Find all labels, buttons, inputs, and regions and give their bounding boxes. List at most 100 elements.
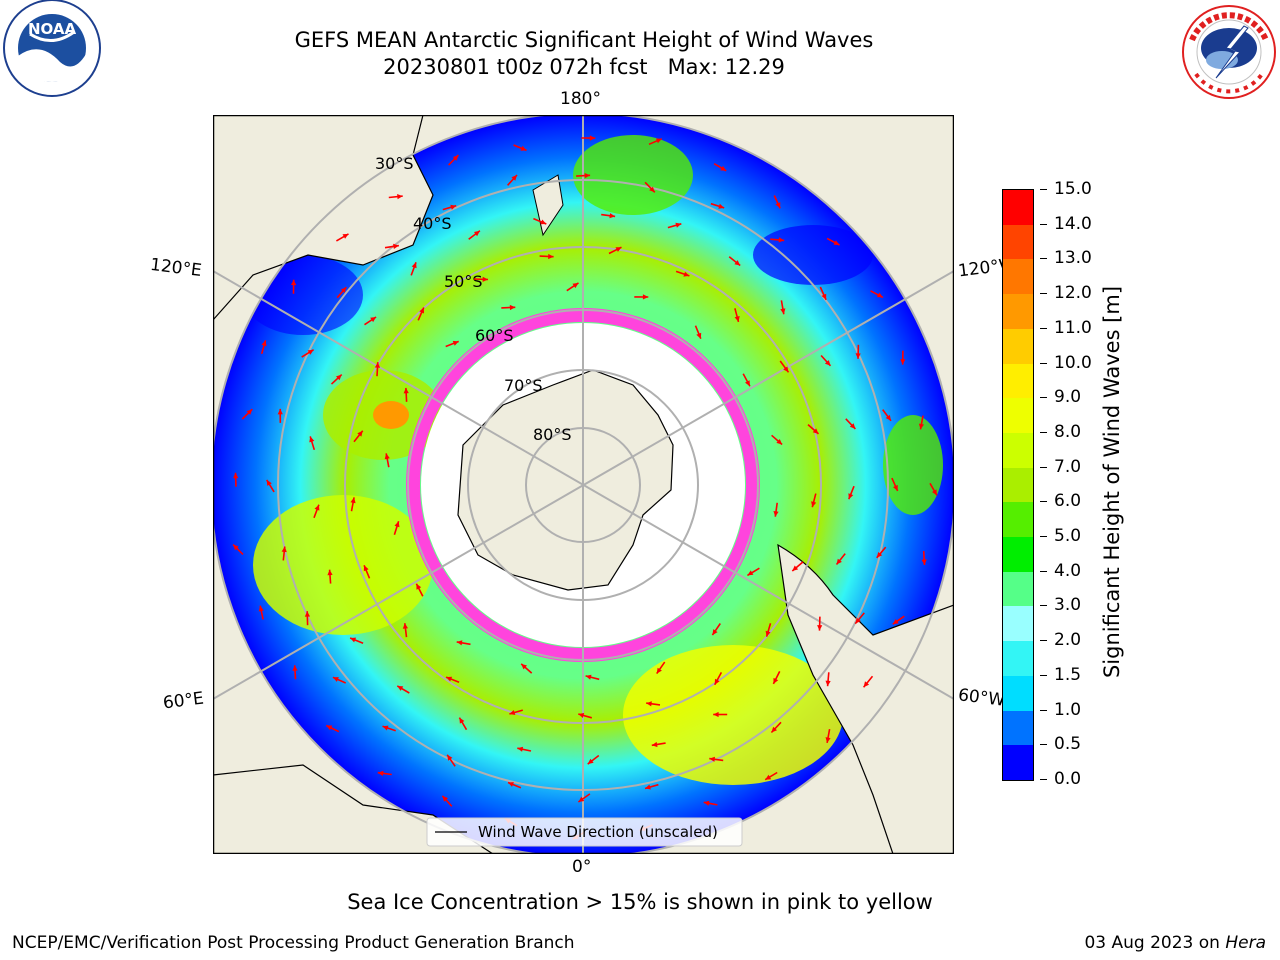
wave-direction-arrow — [746, 567, 760, 577]
wave-direction-arrow — [772, 671, 781, 685]
lat-label-70s: 70°S — [504, 376, 543, 395]
wave-direction-arrow — [811, 493, 817, 508]
colorbar-tick-label: 2.0 — [1039, 630, 1082, 651]
colorbar-segment — [1003, 641, 1033, 676]
colorbar-tick-label: 0.0 — [1039, 769, 1082, 789]
wave-direction-arrow — [468, 230, 481, 240]
colorbar-tick-label: 11.0 — [1040, 317, 1092, 338]
wave-direction-arrow — [675, 270, 690, 277]
wave-direction-arrow — [332, 676, 347, 684]
lat-label-30s: 30°S — [375, 154, 414, 173]
wave-direction-arrow — [770, 237, 785, 243]
wave-patch — [883, 415, 943, 515]
wave-direction-arrow — [363, 564, 371, 579]
colorbar-tick-label: 4.0 — [1039, 560, 1082, 581]
wave-direction-arrow — [266, 479, 275, 493]
wave-direction-arrow — [770, 721, 782, 734]
wave-direction-arrow — [644, 181, 656, 193]
wave-direction-arrow — [445, 340, 459, 348]
chart-title-line1: GEFS MEAN Antarctic Significant Height o… — [294, 28, 874, 52]
date-prefix: 03 Aug 2023 on — [1084, 933, 1226, 953]
wave-direction-arrow — [313, 504, 320, 519]
wave-direction-arrow — [900, 350, 906, 365]
wave-direction-arrow — [258, 605, 264, 620]
wave-direction-arrow — [578, 713, 593, 719]
wave-direction-arrow — [876, 546, 887, 559]
graticule — [213, 115, 954, 854]
africa — [213, 764, 495, 854]
colorbar-segment — [1003, 190, 1033, 225]
wave-direction-arrow — [501, 304, 516, 311]
wave-direction-arrow — [335, 233, 349, 242]
wave-direction-arrow — [780, 300, 786, 315]
chart-title-line2: 20230801 t00z 072h fcst Max: 12.29 — [383, 55, 785, 79]
noaa-logo: NOAA — [0, 0, 104, 100]
colorbar-label: Significant Height of Wind Waves [m] — [1100, 285, 1124, 679]
colorbar-segment — [1003, 398, 1033, 433]
map-frame — [212, 114, 955, 855]
wave-direction-arrow — [667, 222, 682, 229]
wave-patch — [253, 495, 433, 635]
wave-direction-arrow — [634, 294, 649, 300]
wave-direction-arrow — [281, 546, 287, 561]
credit-text: NCEP/EMC/Verification Post Processing Pr… — [12, 933, 575, 953]
wave-direction-arrow — [713, 672, 723, 686]
wave-direction-arrow — [402, 623, 408, 638]
wave-direction-arrow — [445, 676, 460, 684]
wave-direction-arrow — [870, 290, 884, 299]
wave-direction-arrow — [581, 135, 596, 141]
machine-name: Hera — [1225, 933, 1266, 953]
wave-direction-arrow — [507, 174, 518, 186]
australia — [213, 115, 434, 321]
colorbar-tick-label: 10.0 — [1040, 352, 1092, 373]
colorbar-tick-label: 12.0 — [1040, 283, 1092, 304]
lon-label-180: 180° — [560, 89, 601, 109]
wave-direction-arrow — [734, 308, 740, 323]
wave-direction-arrow — [377, 770, 392, 776]
colorbar-segment — [1003, 502, 1033, 538]
wave-direction-arrow — [456, 640, 471, 646]
wave-direction-arrow — [520, 663, 533, 674]
colorbar-tick-label: 1.0 — [1039, 699, 1082, 720]
wave-direction-arrow — [587, 754, 600, 765]
colorbar-segment — [1003, 675, 1033, 711]
colorbar-segment — [1003, 363, 1033, 399]
colorbar-tick-label: 1.5 — [1039, 664, 1082, 685]
wave-direction-arrow — [301, 349, 315, 358]
wave-direction-arrow — [513, 144, 527, 152]
wave-direction-arrow — [709, 756, 724, 762]
wave-direction-arrow — [819, 286, 827, 301]
colorbar-ticks: 0.0 0.5 1.0 1.5 2.0 3.0 4.0 5.0 6.0 7.0 8.0 9.0 10.0… — [1002, 181, 1122, 788]
colorbar: 0.0 0.5 1.0 1.5 2.0 3.0 4.0 5.0 6.0 7.0 8.0 9.0 10.0… — [1002, 181, 1132, 788]
wave-direction-arrow — [825, 728, 831, 744]
wind-wave-arrows — [232, 135, 938, 840]
colorbar-tick-label: 8.0 — [1039, 421, 1082, 442]
colorbar-tick-label: 3.0 — [1039, 595, 1082, 616]
wave-patch — [573, 135, 693, 215]
wave-direction-arrow — [835, 553, 846, 565]
wave-direction-arrow — [232, 544, 244, 555]
wave-direction-arrow — [233, 472, 239, 487]
wave-direction-arrow — [410, 262, 417, 276]
date-text: 03 Aug 2023 on Hera — [1084, 933, 1266, 953]
wave-direction-arrow — [417, 307, 425, 321]
wave-direction-arrow — [442, 204, 457, 211]
wave-direction-arrow — [291, 279, 297, 294]
colorbar-segment — [1003, 259, 1033, 295]
lat-label-40s: 40°S — [413, 214, 452, 233]
wave-direction-arrow — [791, 561, 804, 572]
wave-direction-arrow — [446, 754, 456, 767]
wave-direction-arrow — [728, 256, 741, 267]
wave-direction-arrow — [325, 724, 340, 733]
colorbar-tick-label: 13.0 — [1040, 248, 1092, 269]
wave-direction-arrow — [330, 374, 343, 385]
wave-direction-arrow — [644, 783, 659, 790]
wave-direction-arrow — [260, 340, 267, 355]
lon-label-120e: 120°E — [148, 254, 203, 282]
wave-direction-arrow — [384, 243, 400, 249]
wave-direction-arrow — [304, 611, 310, 626]
lat-label-50s: 50°S — [444, 272, 483, 291]
wave-direction-arrow — [241, 408, 253, 420]
wave-direction-arrow — [779, 360, 790, 373]
wave-direction-arrow — [771, 434, 783, 446]
